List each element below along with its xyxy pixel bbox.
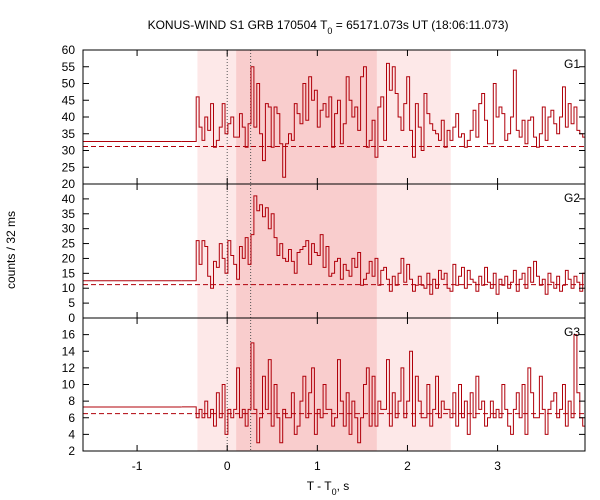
x-tick-label: 0 (224, 459, 231, 473)
y-tick-label: 50 (62, 77, 76, 91)
y-tick-label: 25 (62, 160, 76, 174)
chart-title-rest: = 65171.073s UT (18:06:11.073) (332, 18, 508, 32)
y-tick-label: 4 (68, 427, 75, 441)
y-tick-label: 25 (62, 237, 76, 251)
y-tick-label: 6 (68, 411, 75, 425)
panel-label-G1: G1 (564, 57, 580, 71)
panel-G2 (83, 195, 585, 295)
series-layer (83, 62, 585, 444)
x-axis-label-rest: , s (337, 479, 350, 493)
y-tick-label: 20 (62, 177, 76, 191)
x-tick-label: 1 (314, 459, 321, 473)
y-tick-label: 8 (68, 394, 75, 408)
panel-G1 (83, 62, 585, 178)
chart-title-main: KONUS-WIND S1 GRB 170504 T (148, 18, 329, 32)
y-tick-label: 5 (68, 296, 75, 310)
panel-label-G3: G3 (564, 325, 580, 339)
chart-title-sub: 0 (327, 26, 332, 36)
x-tick-label: 3 (494, 459, 501, 473)
y-tick-label: 14 (62, 344, 76, 358)
y-tick-label: 60 (62, 43, 76, 57)
y-tick-label: 55 (62, 60, 76, 74)
panel-G3 (83, 334, 585, 444)
y-tick-label: 12 (62, 361, 76, 375)
y-tick-label: 40 (62, 192, 76, 206)
y-tick-label: 20 (62, 251, 76, 265)
y-tick-label: 30 (62, 144, 76, 158)
y-tick-label: 30 (62, 222, 76, 236)
chart-title: KONUS-WIND S1 GRB 170504 T0 = 65171.073s… (148, 18, 509, 36)
y-tick-label: 15 (62, 266, 76, 280)
y-axis-label: counts / 32 ms (4, 211, 18, 289)
y-tick-label: 35 (62, 207, 76, 221)
y-tick-label: 16 (62, 328, 76, 342)
y-tick-label: 40 (62, 110, 76, 124)
x-axis-label-main: T - T (307, 479, 333, 493)
y-tick-label: 35 (62, 127, 76, 141)
x-tick-label: -1 (132, 459, 143, 473)
y-tick-label: 10 (62, 378, 76, 392)
x-tick-label: 2 (404, 459, 411, 473)
light-curve-G3 (181, 334, 585, 444)
shaded-interval-1 (236, 50, 377, 451)
y-tick-label: 10 (62, 281, 76, 295)
y-tick-label: 45 (62, 93, 76, 107)
light-curve-G1 (181, 62, 585, 178)
x-axis-label: T - T0, s (307, 479, 350, 497)
y-tick-label: 2 (68, 444, 75, 458)
panel-label-G2: G2 (564, 191, 580, 205)
y-tick-label: 0 (68, 311, 75, 325)
light-curve-G2 (181, 195, 585, 295)
x-axis-label-sub: 0 (332, 487, 337, 497)
